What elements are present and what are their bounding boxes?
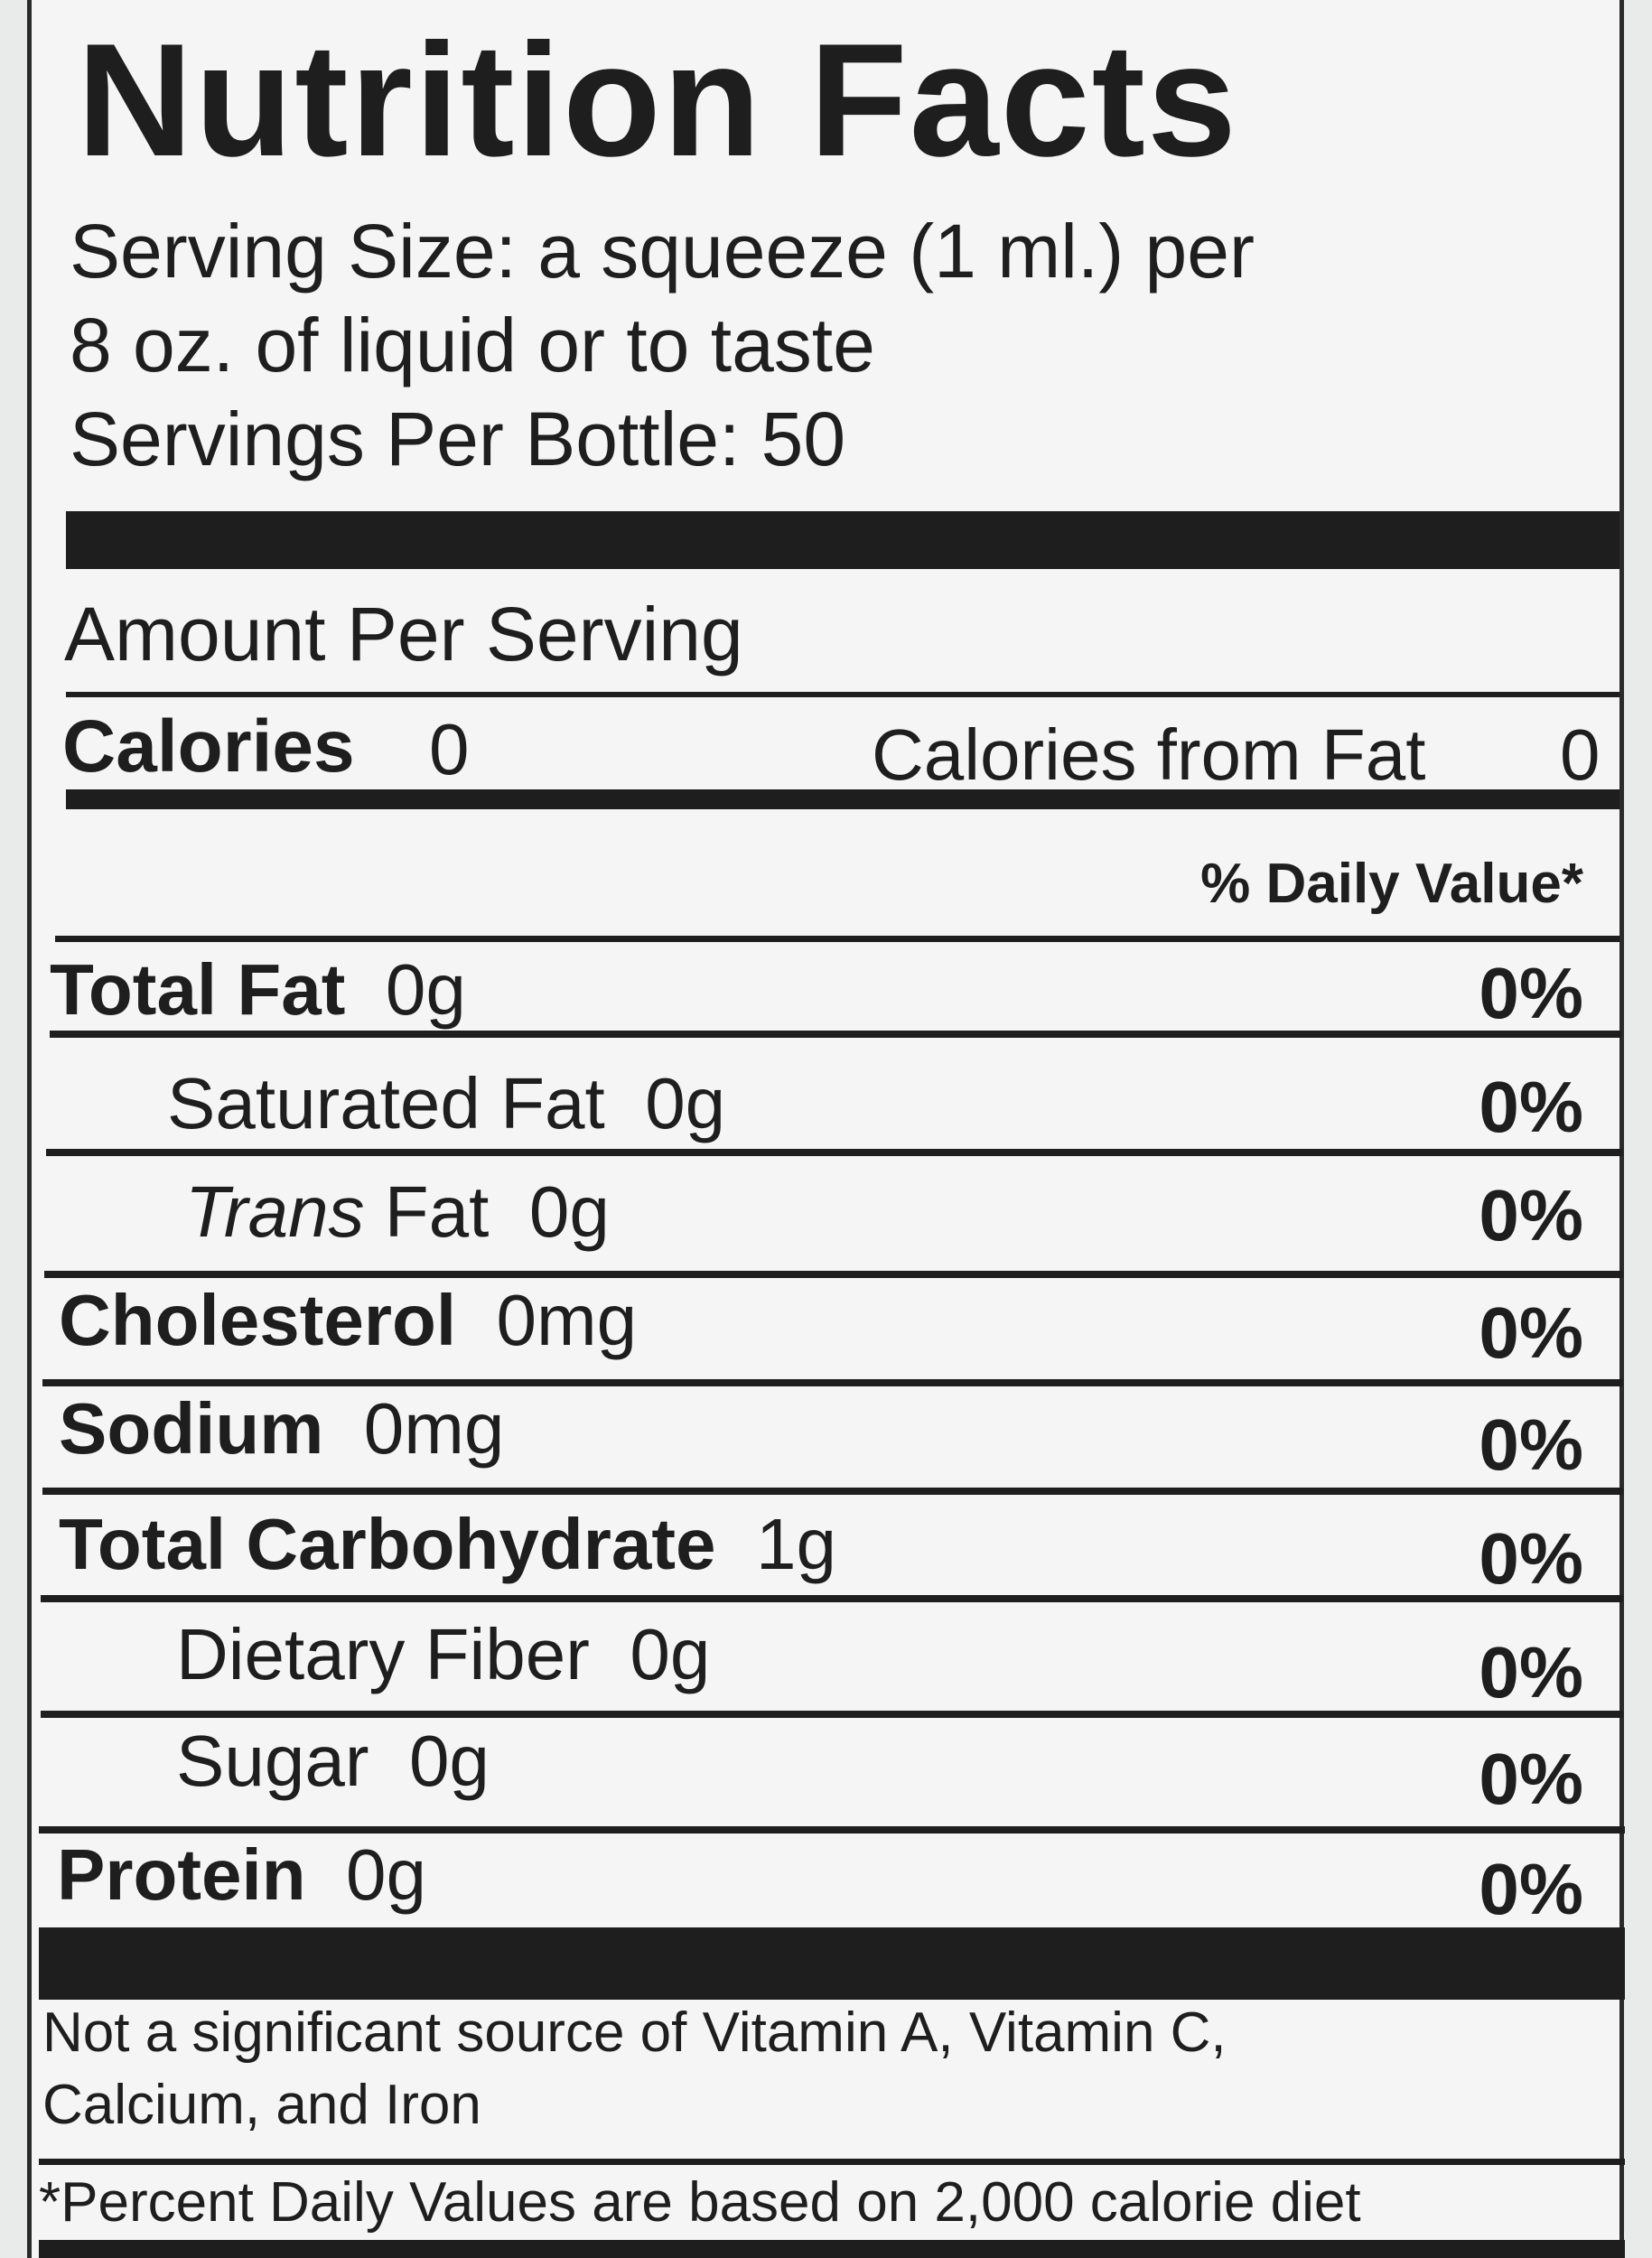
nutrient-name-suffix: Fat <box>384 1171 490 1252</box>
daily-value: 0% <box>1479 1175 1583 1255</box>
footnote-daily-values: *Percent Daily Values are based on 2,000… <box>39 2171 1361 2234</box>
nutrient-amount: 1g <box>755 1504 836 1584</box>
calories-label: Calories <box>62 705 355 788</box>
serving-size-line-2: 8 oz. of liquid or to taste <box>70 303 875 387</box>
nutrition-label: Nutrition Facts Serving Size: a squeeze … <box>27 0 1625 2258</box>
daily-value: 0% <box>1479 1632 1583 1712</box>
nutrient-name: Total Carbohydrate <box>59 1504 716 1584</box>
nutrient-name: Sugar <box>176 1721 369 1801</box>
daily-value: 0% <box>1479 1292 1583 1373</box>
divider <box>55 936 1619 942</box>
divider <box>39 1826 1625 1833</box>
calories-from-fat-label: Calories from Fat <box>872 714 1426 795</box>
nutrient-amount: 0mg <box>363 1388 505 1469</box>
thin-divider <box>66 692 1619 697</box>
divider <box>50 1031 1621 1038</box>
servings-per-bottle: Servings Per Bottle: 50 <box>70 397 846 481</box>
nutrient-name: Trans <box>185 1171 365 1252</box>
nutrient-row-sugar: Sugar 0g 0% <box>50 1720 1621 1819</box>
nutrient-name: Saturated Fat <box>167 1063 605 1143</box>
nutrient-amount: 0g <box>528 1171 610 1252</box>
divider <box>42 1488 1623 1495</box>
nutrient-row-cholesterol: Cholesterol 0mg 0% <box>50 1279 1621 1373</box>
daily-value: 0% <box>1479 953 1583 1033</box>
nutrient-name: Sodium <box>59 1388 324 1469</box>
calories-value: 0 <box>429 709 470 789</box>
daily-value-header: % Daily Value* <box>1200 853 1583 915</box>
calories-from-fat-value: 0 <box>1560 714 1601 795</box>
nutrient-name: Protein <box>57 1834 306 1915</box>
nutrient-amount: 0g <box>385 949 466 1030</box>
nutrient-amount: 0g <box>408 1721 490 1801</box>
divider <box>46 1149 1623 1156</box>
nutrient-row-sodium: Sodium 0mg 0% <box>50 1387 1621 1485</box>
daily-value: 0% <box>1479 1404 1583 1485</box>
nutrient-row-total-fat: Total Fat 0g 0% <box>50 948 1621 1033</box>
nutrient-row-saturated-fat: Saturated Fat 0g 0% <box>50 1062 1621 1147</box>
serving-size-line-1: Serving Size: a squeeze (1 ml.) per <box>70 209 1255 294</box>
divider <box>41 1711 1623 1718</box>
nutrient-row-protein: Protein 0g 0% <box>50 1833 1621 1929</box>
daily-value: 0% <box>1479 1739 1583 1819</box>
nutrient-row-dietary-fiber: Dietary Fiber 0g 0% <box>50 1613 1621 1712</box>
nutrient-amount: 0g <box>645 1063 726 1143</box>
thick-divider <box>66 511 1619 569</box>
nutrient-name: Cholesterol <box>59 1280 457 1360</box>
medium-divider <box>66 789 1619 809</box>
nutrient-amount: 0mg <box>496 1280 638 1360</box>
footnote-line-1: Not a significant source of Vitamin A, V… <box>42 2001 1227 2064</box>
nutrient-name: Dietary Fiber <box>176 1614 590 1694</box>
bottom-divider <box>39 2240 1625 2258</box>
nutrient-amount: 0g <box>630 1614 711 1694</box>
daily-value: 0% <box>1479 1518 1583 1599</box>
footnote-line-2: Calcium, and Iron <box>42 2074 481 2136</box>
amount-per-serving: Amount Per Serving <box>64 592 743 676</box>
nutrient-amount: 0g <box>346 1834 427 1915</box>
divider <box>42 1379 1623 1386</box>
divider <box>41 1595 1623 1602</box>
thick-divider <box>39 1927 1625 2000</box>
label-title: Nutrition Facts <box>77 10 1238 190</box>
nutrient-name: Total Fat <box>50 949 346 1030</box>
divider <box>44 1271 1623 1278</box>
daily-value: 0% <box>1479 1067 1583 1147</box>
nutrient-row-trans-fat: Trans Fat 0g 0% <box>50 1171 1621 1255</box>
daily-value: 0% <box>1479 1849 1583 1929</box>
nutrient-row-total-carbohydrate: Total Carbohydrate 1g 0% <box>50 1503 1621 1599</box>
divider <box>39 2159 1625 2165</box>
